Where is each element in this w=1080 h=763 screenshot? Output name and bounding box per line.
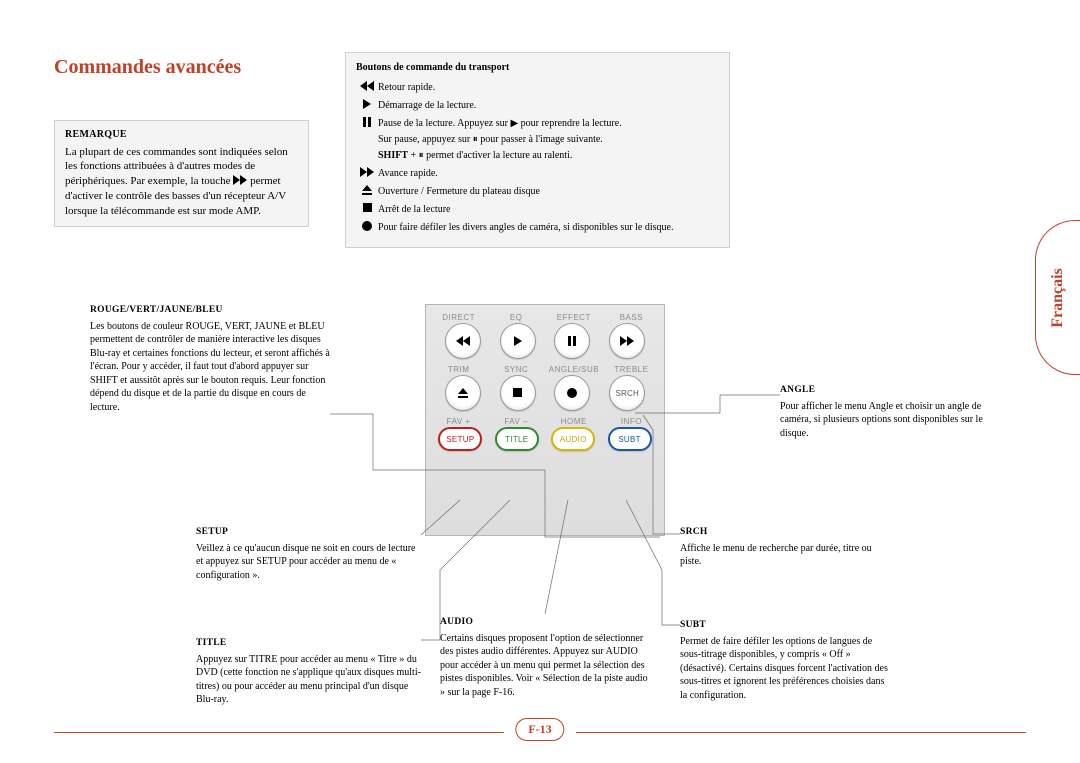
remote-label: HOME [549, 417, 599, 426]
remote-label: ANGLE/SUB [549, 365, 599, 374]
callout-rouge-body: Les boutons de couleur ROUGE, VERT, JAUN… [90, 320, 330, 415]
pause-icon [363, 117, 371, 127]
callout-audio-body: Certains disques proposent l'option de s… [440, 632, 650, 700]
callout-angle-body: Pour afficher le menu Angle et choisir u… [780, 400, 990, 441]
rewind-icon [360, 81, 374, 91]
transport-row: Retour rapide. [356, 81, 719, 95]
transport-icon-cell [356, 203, 378, 213]
remote-label: DIRECT [434, 313, 484, 322]
callout-audio-heading: AUDIO [440, 616, 650, 629]
language-label: Français [1049, 268, 1067, 328]
callout-subt: SUBT Permet de faire défiler les options… [680, 619, 890, 702]
remote-button-srch[interactable]: SRCH [609, 375, 645, 411]
page-number: F-13 [515, 718, 564, 741]
remote-button-eject[interactable] [445, 375, 481, 411]
stop-icon [363, 203, 372, 213]
remote-label: INFO [606, 417, 656, 426]
remarque-heading: REMARQUE [65, 128, 298, 142]
remote-panel: DIRECT EQ EFFECT BASS TRIM SYNC ANGLE/SUB TREB… [425, 304, 665, 536]
callout-title-heading: TITLE [196, 637, 421, 650]
transport-row: Pause de la lecture. Appuyez sur ▶ pour … [356, 117, 719, 163]
remote-button-subt[interactable]: SUBT [608, 427, 652, 451]
remote-button-stop[interactable] [500, 375, 536, 411]
ffwd-icon [620, 336, 634, 346]
eject-icon [458, 388, 468, 398]
callout-angle: ANGLE Pour afficher le menu Angle et cho… [780, 384, 990, 440]
callout-setup-body: Veillez à ce qu'aucun disque ne soit en … [196, 542, 421, 583]
remote-button-pause[interactable] [554, 323, 590, 359]
dot-icon [362, 221, 372, 231]
remarque-note: REMARQUE La plupart de ces commandes son… [54, 120, 309, 227]
language-tab: Français [1035, 220, 1080, 375]
page-title: Commandes avancées [54, 56, 241, 79]
transport-icon-cell [356, 117, 378, 127]
callout-srch-body: Affiche le menu de recherche par durée, … [680, 542, 890, 569]
rewind-icon [456, 336, 470, 346]
callout-audio: AUDIO Certains disques proposent l'optio… [440, 616, 650, 699]
transport-box: Boutons de commande du transport Retour … [345, 52, 730, 248]
fast-forward-icon [233, 175, 247, 185]
callout-setup-heading: SETUP [196, 526, 421, 539]
transport-desc: Avance rapide. [378, 167, 719, 181]
transport-row: Pour faire défiler les divers angles de … [356, 221, 719, 235]
callout-setup: SETUP Veillez à ce qu'aucun disque ne so… [196, 526, 421, 582]
callout-srch-heading: SRCH [680, 526, 890, 539]
remote-label: SYNC [491, 365, 541, 374]
play-icon [514, 336, 522, 346]
remote-button-audio[interactable]: AUDIO [551, 427, 595, 451]
callout-rouge-heading: ROUGE/VERT/JAUNE/BLEU [90, 304, 330, 317]
transport-desc: Retour rapide. [378, 81, 719, 95]
remote-label: BASS [606, 313, 656, 322]
transport-desc: Arrêt de la lecture [378, 203, 719, 217]
remote-label: FAV + [434, 417, 484, 426]
play-icon [363, 99, 371, 109]
remote-label: FAV – [491, 417, 541, 426]
callout-rouge: ROUGE/VERT/JAUNE/BLEU Les boutons de cou… [90, 304, 330, 414]
transport-row: Ouverture / Fermeture du plateau disque [356, 185, 719, 199]
callout-title-body: Appuyez sur TITRE pour accéder au menu «… [196, 653, 421, 707]
eject-icon [362, 185, 372, 195]
callout-subt-body: Permet de faire défiler les options de l… [680, 635, 890, 703]
callout-angle-heading: ANGLE [780, 384, 990, 397]
transport-desc: Démarrage de la lecture. [378, 99, 719, 113]
footer-rule-left [54, 732, 504, 733]
ffwd-icon [360, 167, 374, 177]
remote-button-title[interactable]: TITLE [495, 427, 539, 451]
pause-icon [568, 336, 576, 346]
remote-button-ffwd[interactable] [609, 323, 645, 359]
remarque-body: La plupart de ces commandes sont indiqué… [65, 145, 298, 219]
remote-label: EFFECT [549, 313, 599, 322]
transport-desc: Ouverture / Fermeture du plateau disque [378, 185, 719, 199]
remote-button-setup[interactable]: SETUP [438, 427, 482, 451]
transport-desc: Pause de la lecture. Appuyez sur ▶ pour … [378, 117, 719, 163]
remote-label: EQ [491, 313, 541, 322]
stop-icon [513, 388, 522, 398]
transport-row: Arrêt de la lecture [356, 203, 719, 217]
remote-button-rewind[interactable] [445, 323, 481, 359]
remote-button-play[interactable] [500, 323, 536, 359]
transport-icon-cell [356, 81, 378, 91]
transport-row: Démarrage de la lecture. [356, 99, 719, 113]
transport-icon-cell [356, 167, 378, 177]
callout-srch: SRCH Affiche le menu de recherche par du… [680, 526, 890, 569]
transport-icon-cell [356, 185, 378, 195]
callout-title: TITLE Appuyez sur TITRE pour accéder au … [196, 637, 421, 707]
transport-desc: Pour faire défiler les divers angles de … [378, 221, 719, 235]
remote-label: TREBLE [606, 365, 656, 374]
remote-button-dot[interactable] [554, 375, 590, 411]
footer-rule-right [576, 732, 1026, 733]
transport-row: Avance rapide. [356, 167, 719, 181]
dot-icon [567, 388, 577, 398]
transport-heading: Boutons de commande du transport [356, 61, 719, 75]
transport-icon-cell [356, 99, 378, 109]
callout-subt-heading: SUBT [680, 619, 890, 632]
remote-label: TRIM [434, 365, 484, 374]
transport-icon-cell [356, 221, 378, 231]
